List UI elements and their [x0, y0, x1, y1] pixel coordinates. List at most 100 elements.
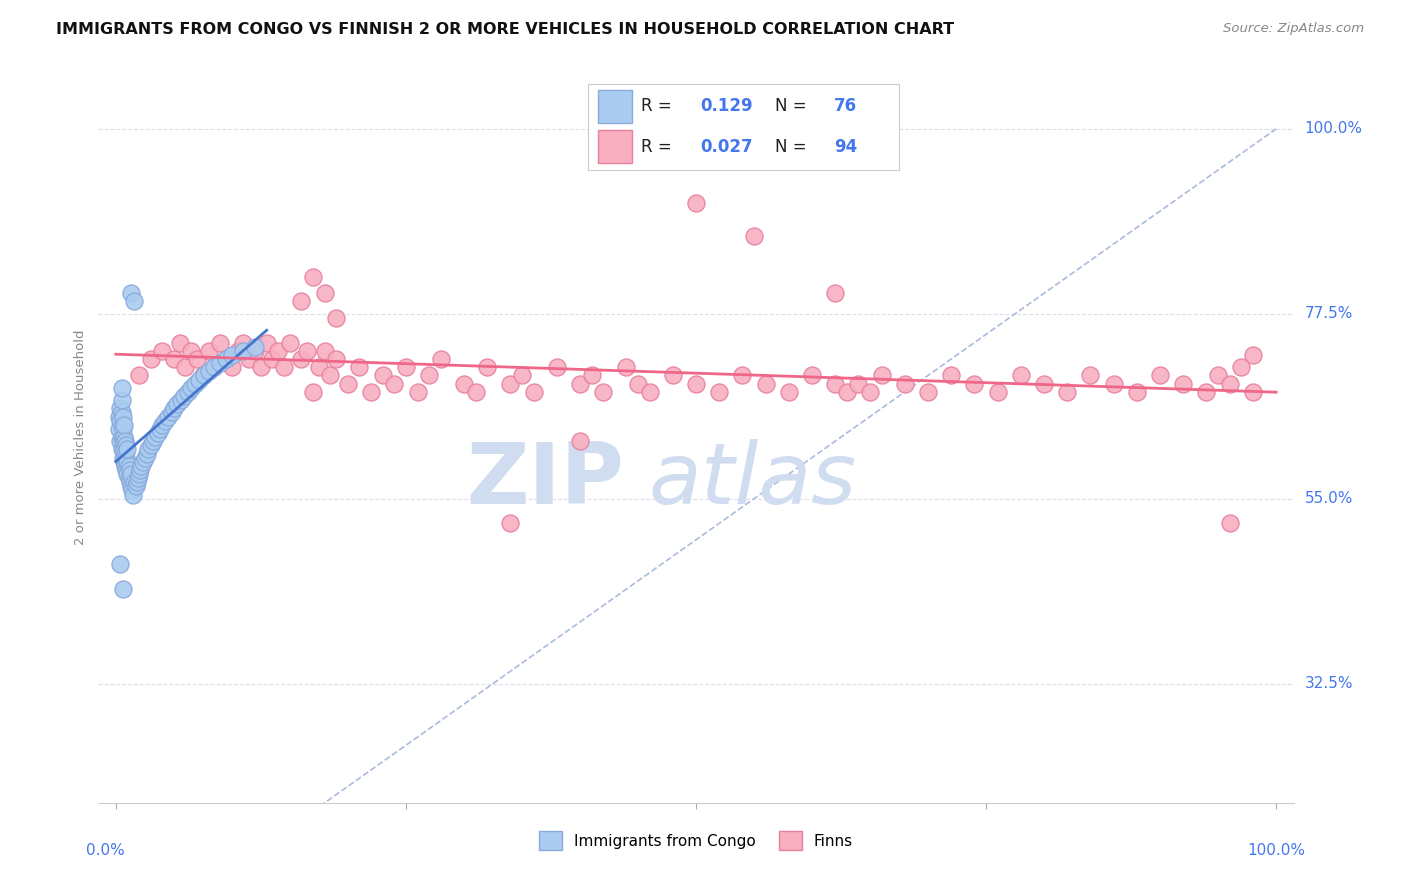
Point	[429, 351, 451, 366]
Point	[297, 343, 319, 358]
Point	[1056, 384, 1078, 399]
Point	[180, 381, 202, 395]
Point	[177, 384, 200, 399]
Point	[131, 458, 153, 473]
Point	[1010, 368, 1032, 383]
Text: 100.0%: 100.0%	[1305, 121, 1362, 136]
Point	[128, 368, 150, 383]
Text: Source: ZipAtlas.com: Source: ZipAtlas.com	[1223, 22, 1364, 36]
Point	[1195, 384, 1218, 399]
Point	[592, 384, 614, 399]
Point	[731, 368, 754, 383]
Point	[250, 360, 273, 375]
Point	[111, 405, 134, 419]
Point	[221, 360, 243, 375]
Point	[108, 409, 131, 424]
Point	[464, 384, 486, 399]
Point	[111, 409, 134, 424]
Point	[824, 286, 846, 301]
Point	[627, 376, 650, 391]
Point	[801, 368, 824, 383]
Point	[824, 376, 846, 391]
Point	[142, 434, 165, 449]
Point	[209, 335, 232, 350]
Point	[127, 471, 149, 485]
Point	[267, 343, 290, 358]
Point	[110, 434, 132, 449]
Point	[112, 430, 135, 444]
Point	[117, 471, 139, 485]
Text: IMMIGRANTS FROM CONGO VS FINNISH 2 OR MORE VEHICLES IN HOUSEHOLD CORRELATION CHA: IMMIGRANTS FROM CONGO VS FINNISH 2 OR MO…	[56, 22, 955, 37]
Point	[395, 360, 418, 375]
Point	[1206, 368, 1229, 383]
Point	[160, 405, 183, 419]
Point	[139, 438, 162, 452]
Point	[149, 422, 172, 436]
Point	[146, 425, 169, 440]
Point	[221, 348, 243, 362]
Point	[894, 376, 917, 391]
Point	[120, 467, 142, 481]
Point	[174, 360, 197, 375]
Point	[314, 286, 336, 301]
Point	[371, 368, 394, 383]
Point	[112, 455, 135, 469]
Point	[204, 360, 226, 375]
Point	[859, 384, 882, 399]
Point	[186, 351, 208, 366]
Point	[987, 384, 1010, 399]
Point	[661, 368, 683, 383]
Point	[183, 376, 205, 391]
Point	[139, 351, 162, 366]
Text: 0.0%: 0.0%	[87, 843, 125, 858]
Point	[243, 340, 266, 354]
Point	[1173, 376, 1195, 391]
Point	[136, 442, 159, 457]
Point	[755, 376, 778, 391]
Point	[308, 360, 330, 375]
Point	[382, 376, 405, 391]
Point	[273, 360, 295, 375]
Point	[111, 434, 134, 449]
Point	[499, 376, 522, 391]
Point	[115, 463, 138, 477]
Text: 100.0%: 100.0%	[1247, 843, 1306, 858]
Text: ZIP: ZIP	[467, 440, 624, 523]
Point	[685, 376, 707, 391]
Point	[262, 351, 284, 366]
Point	[136, 446, 159, 460]
Point	[120, 286, 142, 301]
Point	[1080, 368, 1102, 383]
Point	[150, 343, 173, 358]
Point	[120, 479, 142, 493]
Point	[150, 417, 173, 432]
Point	[108, 422, 131, 436]
Point	[1241, 348, 1264, 362]
Point	[169, 335, 191, 350]
Point	[197, 343, 219, 358]
Point	[709, 384, 731, 399]
Point	[163, 351, 186, 366]
Point	[121, 483, 143, 498]
Point	[111, 422, 134, 436]
Point	[215, 351, 238, 366]
Point	[115, 438, 138, 452]
Point	[1230, 360, 1253, 375]
Text: 77.5%: 77.5%	[1305, 306, 1353, 321]
Point	[581, 368, 603, 383]
Point	[173, 389, 195, 403]
Point	[243, 343, 266, 358]
Point	[917, 384, 939, 399]
Point	[325, 351, 347, 366]
Point	[1219, 376, 1241, 391]
Point	[166, 397, 188, 411]
Point	[314, 343, 336, 358]
Point	[475, 360, 498, 375]
Point	[568, 376, 591, 391]
Point	[232, 343, 254, 358]
Point	[209, 356, 232, 370]
Point	[117, 455, 139, 469]
Text: atlas: atlas	[648, 440, 856, 523]
Point	[122, 487, 145, 501]
Point	[170, 393, 193, 408]
